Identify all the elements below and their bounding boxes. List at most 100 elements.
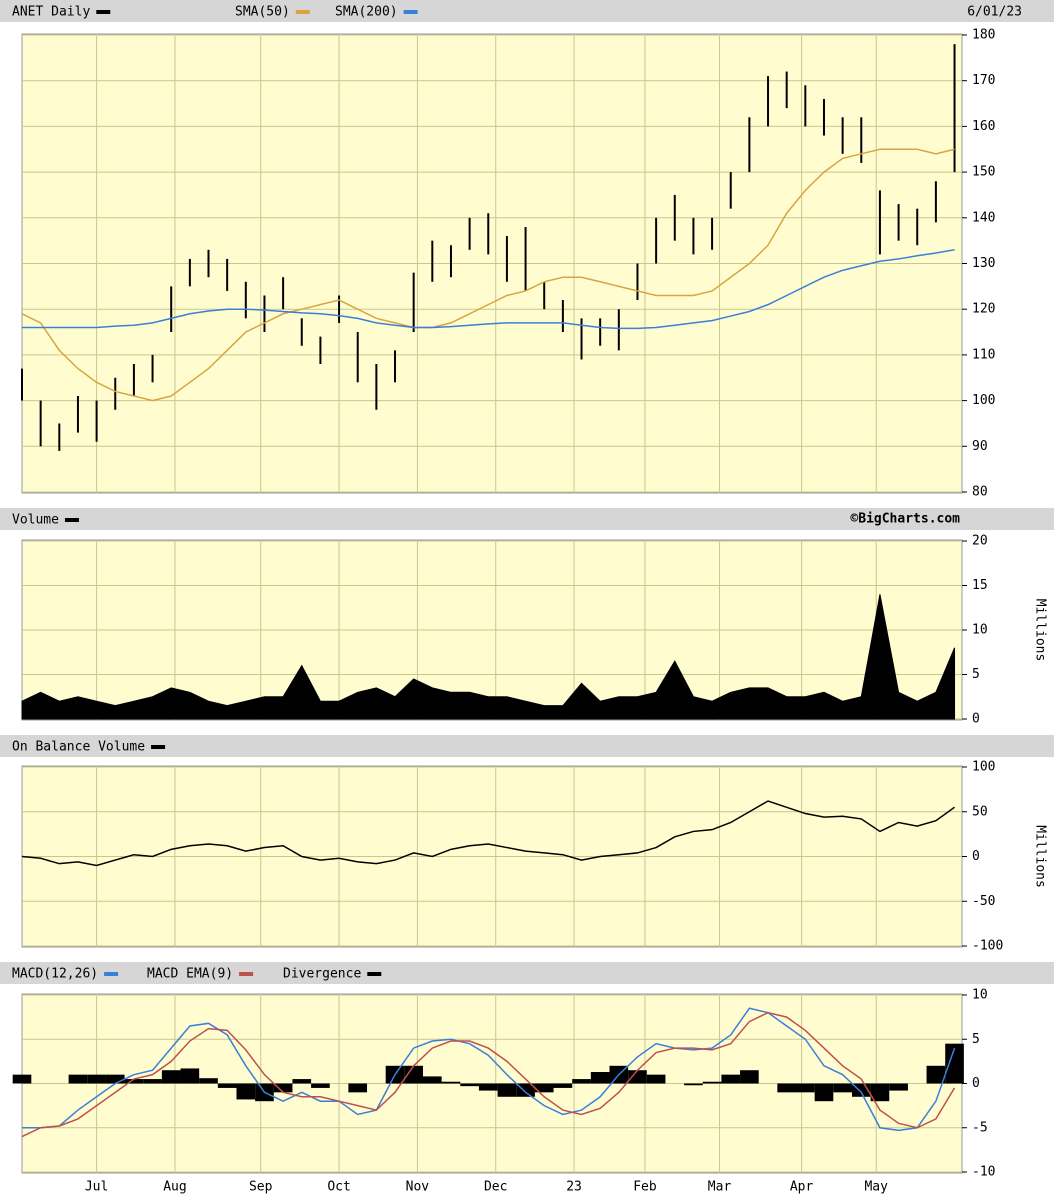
y-axis-label: Millions [1033, 825, 1048, 888]
divergence-bar [833, 1083, 852, 1093]
divergence-bar [441, 1081, 461, 1084]
series-line [22, 249, 955, 330]
y-tick-label: 130 [972, 256, 995, 271]
x-tick-label: Apr [790, 1180, 814, 1195]
legend-label: Divergence [283, 967, 361, 982]
x-tick-label: Aug [163, 1180, 186, 1195]
divergence-bar [889, 1083, 908, 1091]
y-tick-label: 110 [972, 347, 995, 362]
divergence-bar [684, 1083, 703, 1086]
x-tick-label: Nov [406, 1180, 430, 1195]
y-tick-label: 5 [972, 667, 980, 682]
divergence-bar [422, 1076, 442, 1084]
divergence-bar [516, 1083, 535, 1097]
series-line [21, 148, 955, 402]
series-line [22, 1007, 956, 1132]
source-label: ©BigCharts.com [850, 512, 960, 527]
x-tick-label: Feb [633, 1180, 657, 1195]
x-tick-label: Jul [85, 1180, 108, 1195]
divergence-bar [348, 1083, 368, 1093]
series-line [21, 1011, 956, 1138]
divergence-bar [628, 1070, 647, 1084]
legend-swatch [239, 972, 254, 976]
y-axis-label: Millions [1033, 599, 1048, 662]
y-tick-label: 80 [972, 485, 988, 500]
x-tick-label: Oct [327, 1180, 350, 1195]
x-tick-label: Sep [249, 1180, 273, 1195]
panel-header [0, 962, 1054, 984]
legend-label: SMA(50) [235, 5, 290, 20]
x-tick-label: May [864, 1180, 888, 1195]
divergence-bar [404, 1065, 423, 1084]
y-tick-label: 100 [972, 393, 995, 408]
divergence-bar [180, 1068, 200, 1084]
y-tick-label: -50 [972, 894, 995, 909]
divergence-bar [311, 1083, 330, 1088]
legend-swatch [367, 972, 382, 976]
y-tick-label: 10 [972, 623, 988, 638]
legend-label: ANET Daily [12, 5, 90, 20]
y-tick-label: 0 [972, 1076, 980, 1091]
divergence-bar [12, 1074, 32, 1084]
divergence-bar [814, 1083, 834, 1102]
legend-label: Volume [12, 513, 59, 528]
y-tick-label: -100 [972, 939, 1003, 954]
divergence-bar [553, 1083, 573, 1088]
divergence-bar [945, 1043, 964, 1084]
y-tick-label: 10 [972, 988, 988, 1003]
panel-header [0, 508, 1054, 530]
divergence-bar [124, 1079, 144, 1084]
legend-label: MACD(12,26) [12, 967, 98, 982]
divergence-bar [572, 1079, 591, 1084]
divergence-bar [236, 1083, 256, 1100]
divergence-bar [460, 1083, 479, 1087]
divergence-bar [926, 1065, 946, 1084]
divergence-bar [777, 1083, 797, 1093]
legend-swatch [295, 10, 310, 14]
x-tick-label: Dec [484, 1180, 507, 1195]
divergence-bar [217, 1083, 237, 1088]
divergence-bar [721, 1074, 741, 1084]
divergence-bar [478, 1083, 498, 1091]
y-tick-label: 170 [972, 73, 995, 88]
divergence-bar [87, 1074, 106, 1084]
divergence-bar [702, 1081, 722, 1084]
series-line [21, 800, 955, 867]
volume-area [21, 594, 956, 720]
y-tick-label: 160 [972, 119, 995, 134]
y-tick-label: 150 [972, 165, 995, 180]
legend-label: MACD EMA(9) [147, 967, 233, 982]
divergence-bar [740, 1070, 759, 1084]
y-tick-label: 50 [972, 804, 988, 819]
date-label: 6/01/23 [967, 5, 1022, 20]
legend-label: SMA(200) [335, 5, 398, 20]
divergence-bar [68, 1074, 88, 1084]
y-tick-label: 180 [972, 28, 995, 43]
y-tick-label: -5 [972, 1120, 988, 1135]
panel-header [0, 0, 1054, 22]
y-tick-label: 100 [972, 760, 995, 775]
legend-swatch [64, 518, 79, 522]
legend-swatch [151, 745, 166, 749]
divergence-bar [273, 1083, 293, 1093]
divergence-bar [796, 1083, 815, 1093]
y-tick-label: 120 [972, 302, 995, 317]
divergence-bar [590, 1071, 610, 1084]
y-tick-label: 5 [972, 1032, 980, 1047]
divergence-bar [646, 1074, 666, 1084]
divergence-bar [199, 1078, 218, 1084]
divergence-bar [870, 1083, 890, 1102]
divergence-bar [143, 1079, 162, 1084]
y-tick-label: -10 [972, 1165, 995, 1180]
divergence-bar [497, 1083, 517, 1097]
y-tick-label: 140 [972, 210, 995, 225]
y-tick-label: 15 [972, 578, 988, 593]
divergence-bar [292, 1079, 312, 1084]
legend-swatch [403, 10, 418, 14]
x-tick-label: Mar [708, 1180, 732, 1195]
y-tick-label: 0 [972, 712, 980, 727]
divergence-bar [534, 1083, 554, 1093]
x-tick-label: 23 [566, 1180, 582, 1195]
legend-swatch [104, 972, 119, 976]
